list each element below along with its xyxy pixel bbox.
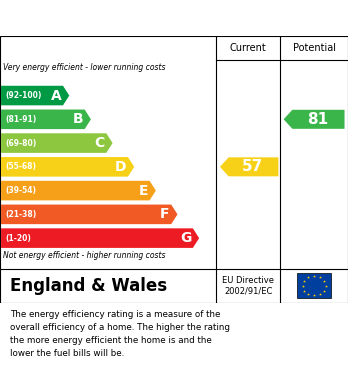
Text: F: F [160, 207, 169, 221]
Text: C: C [94, 136, 104, 150]
Polygon shape [284, 110, 345, 129]
Text: (39-54): (39-54) [5, 186, 36, 195]
Text: 81: 81 [307, 112, 328, 127]
Polygon shape [1, 228, 199, 248]
Text: (21-38): (21-38) [5, 210, 37, 219]
Bar [296, 273, 331, 298]
Polygon shape [1, 204, 177, 224]
Text: England & Wales: England & Wales [10, 277, 168, 295]
Polygon shape [220, 157, 278, 176]
Text: A: A [50, 88, 61, 102]
Polygon shape [1, 86, 69, 105]
Text: B: B [72, 112, 83, 126]
Text: EU Directive
2002/91/EC: EU Directive 2002/91/EC [222, 276, 274, 296]
Text: (69-80): (69-80) [5, 138, 37, 147]
Text: G: G [180, 231, 191, 245]
Text: D: D [115, 160, 126, 174]
Text: (55-68): (55-68) [5, 162, 36, 171]
Text: E: E [139, 184, 148, 197]
Polygon shape [1, 109, 91, 129]
Text: (92-100): (92-100) [5, 91, 42, 100]
Text: Current: Current [230, 43, 267, 53]
Text: Energy Efficiency Rating: Energy Efficiency Rating [10, 11, 220, 25]
Polygon shape [1, 181, 156, 200]
Text: Not energy efficient - higher running costs: Not energy efficient - higher running co… [3, 251, 166, 260]
Text: Potential: Potential [293, 43, 335, 53]
Text: Very energy efficient - lower running costs: Very energy efficient - lower running co… [3, 63, 166, 72]
Polygon shape [1, 133, 112, 153]
Text: The energy efficiency rating is a measure of the
overall efficiency of a home. T: The energy efficiency rating is a measur… [10, 310, 230, 358]
Text: (1-20): (1-20) [5, 234, 31, 243]
Polygon shape [1, 157, 134, 177]
Text: 57: 57 [242, 160, 263, 174]
Text: (81-91): (81-91) [5, 115, 37, 124]
